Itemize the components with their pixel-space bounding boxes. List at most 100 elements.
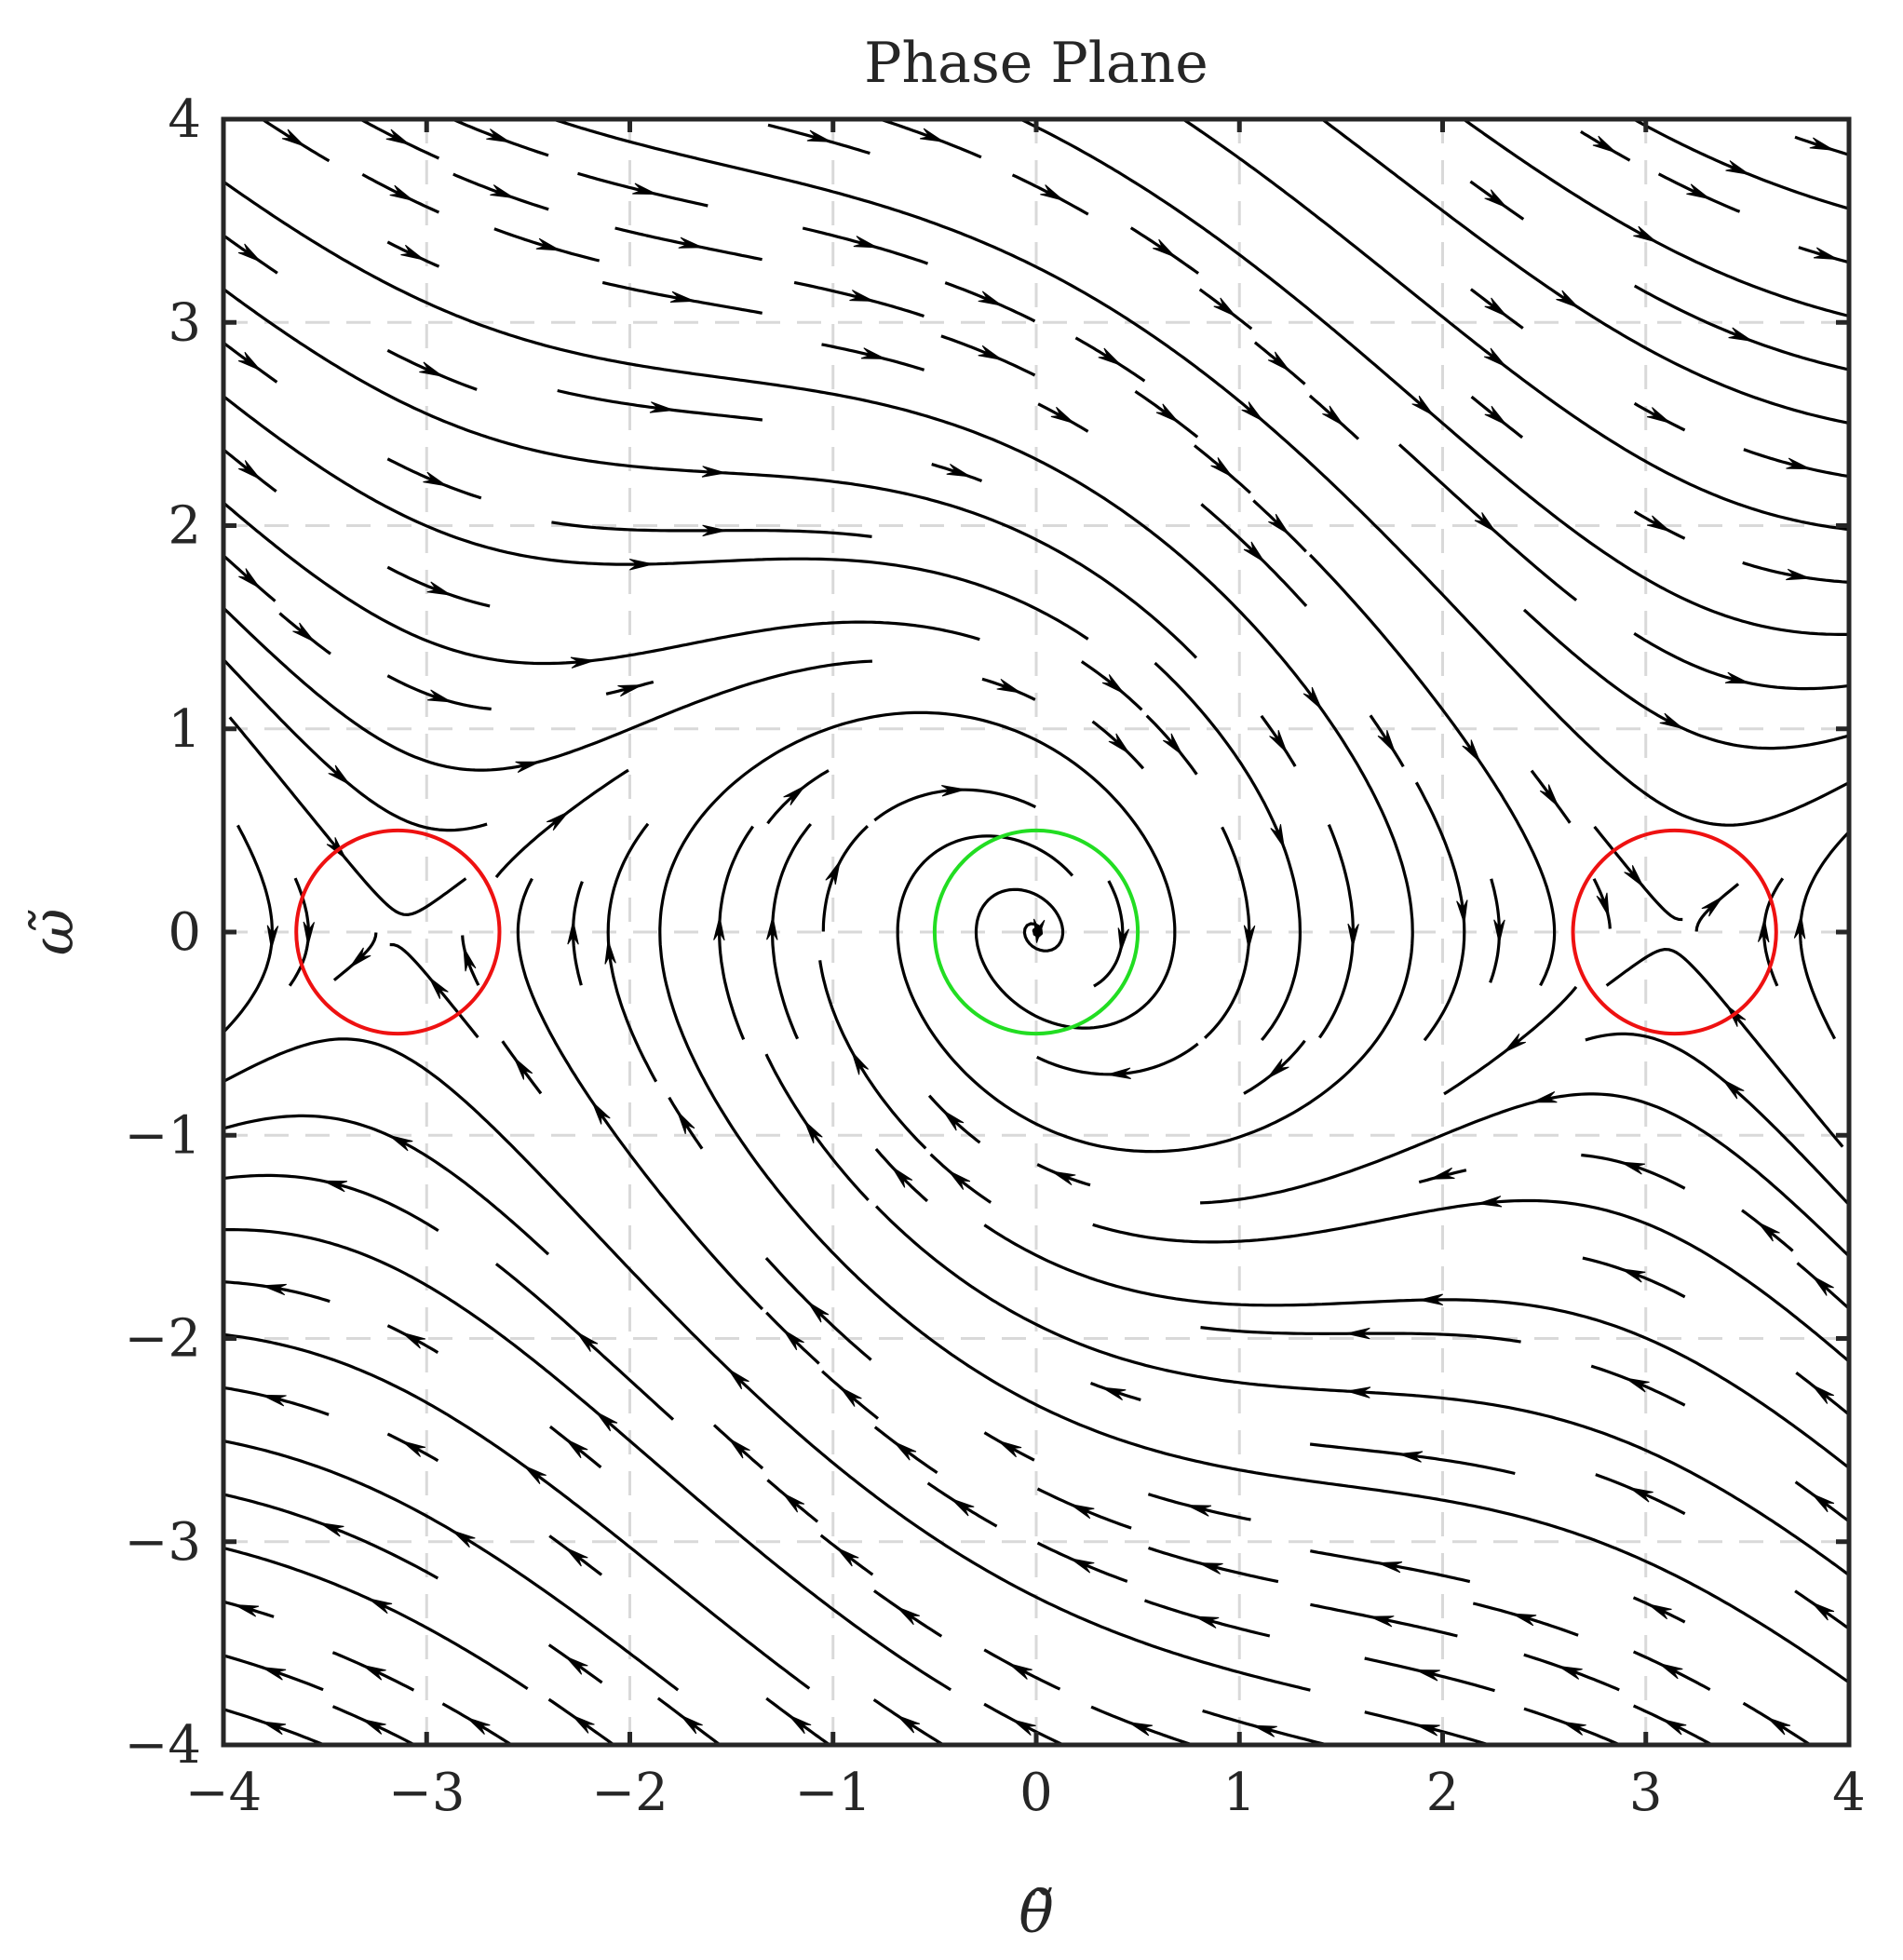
stream-arrow xyxy=(1493,919,1505,944)
stream-arrow xyxy=(262,1283,287,1296)
stream-arrow xyxy=(1378,1561,1403,1574)
stream-arrow xyxy=(1268,513,1289,535)
stream-arrow xyxy=(1162,733,1183,756)
y-axis-label: ω̃ xyxy=(19,909,87,956)
x-tick-labels: −4 −3 −2 −1 0 1 2 3 4 xyxy=(185,1763,1866,1823)
stream-arrow xyxy=(1629,1487,1653,1503)
stream-arrow xyxy=(262,1394,287,1407)
stream-arrow xyxy=(1633,225,1657,243)
stream-arrow xyxy=(1686,183,1710,200)
stream-arrow xyxy=(1646,515,1671,533)
y-tick-label: 0 xyxy=(168,902,201,963)
stream-arrow xyxy=(292,622,316,642)
stream-arrow xyxy=(628,559,654,571)
stream-arrow xyxy=(1241,401,1263,422)
stream-arrow xyxy=(1012,1719,1036,1736)
stream-arrow xyxy=(1625,1377,1650,1393)
stream-arrow xyxy=(1793,914,1806,939)
fixed-point-markers xyxy=(294,828,1778,1036)
stream-arrow xyxy=(1813,247,1838,260)
stream-arrow xyxy=(572,1714,595,1734)
stream-arrow xyxy=(401,1440,426,1457)
x-tick-label: 0 xyxy=(1019,1763,1053,1823)
stream-arrow xyxy=(825,860,841,885)
stream-arrow xyxy=(1128,1722,1153,1737)
stream-arrow xyxy=(1411,395,1434,416)
stream-arrow xyxy=(1725,160,1750,175)
stream-arrow xyxy=(1456,899,1468,925)
stream-arrow xyxy=(1155,403,1179,423)
stream-arrow xyxy=(401,1331,426,1349)
chart-title: Phase Plane xyxy=(864,31,1208,96)
stream-arrow xyxy=(1198,1562,1223,1575)
stream-arrow xyxy=(515,761,540,773)
stream-arrow xyxy=(1107,1067,1131,1079)
stream-arrow xyxy=(840,1386,862,1407)
saddle-point-circle xyxy=(294,828,502,1036)
stream-arrow xyxy=(513,1057,533,1080)
stream-arrow xyxy=(1213,297,1236,318)
stream-arrow xyxy=(1646,407,1671,424)
stream-arrow xyxy=(1269,730,1288,753)
grid xyxy=(223,119,1849,1745)
stream-arrow xyxy=(1051,1170,1076,1186)
stream-arrow xyxy=(1786,568,1811,581)
stream-arrow xyxy=(897,1606,920,1626)
stream-arrow xyxy=(428,977,449,999)
y-tick-label: 3 xyxy=(168,292,201,353)
stream-arrow xyxy=(452,1530,476,1548)
x-tick-label: 4 xyxy=(1832,1763,1866,1823)
stream-arrow xyxy=(951,1498,975,1517)
stream-arrow xyxy=(998,1440,1022,1458)
stream-arrow xyxy=(941,785,965,797)
stream-arrow xyxy=(1724,671,1750,684)
stream-arrow xyxy=(570,656,595,669)
stream-arrow xyxy=(1658,1663,1683,1680)
stream-arrow xyxy=(849,290,874,302)
stream-arrow xyxy=(322,1180,348,1193)
stream-arrow xyxy=(1484,405,1507,426)
stream-arrow xyxy=(897,1714,921,1734)
stream-arrow xyxy=(1322,405,1344,426)
stream-arrow xyxy=(851,1051,869,1075)
stream-arrow xyxy=(1484,189,1507,209)
stream-arrow xyxy=(426,581,452,596)
stream-arrow xyxy=(1621,1268,1646,1283)
stream-arrow xyxy=(836,1547,859,1567)
stream-arrow xyxy=(266,925,279,950)
stream-arrow xyxy=(1346,1386,1371,1399)
stream-arrow xyxy=(591,1102,611,1125)
stream-arrow xyxy=(1726,1005,1747,1027)
stream-arrow xyxy=(894,1441,917,1461)
stream-arrow xyxy=(235,1604,260,1617)
stream-arrow xyxy=(978,345,1003,360)
stream-arrow xyxy=(1194,1615,1220,1629)
stream-arrow xyxy=(727,1368,749,1390)
stream-arrow xyxy=(766,916,778,940)
stream-arrow xyxy=(237,243,262,263)
stream-arrow xyxy=(1108,733,1130,754)
stream-arrow xyxy=(1512,1613,1537,1627)
x-tick-label: −3 xyxy=(388,1763,466,1823)
stream-arrow xyxy=(1592,135,1616,154)
stream-arrow xyxy=(1419,1293,1444,1305)
x-tick-label: 2 xyxy=(1426,1763,1460,1823)
stream-arrow xyxy=(1070,1504,1095,1520)
stream-arrow xyxy=(1153,238,1176,258)
stream-arrow xyxy=(362,1719,386,1735)
stream-arrow xyxy=(388,1135,413,1152)
stream-arrow xyxy=(1561,1721,1586,1736)
stream-arrow xyxy=(1187,1505,1212,1517)
stream-arrow xyxy=(649,401,674,413)
stream-arrow xyxy=(1347,923,1359,948)
stream-arrow xyxy=(604,939,616,965)
stream-arrow xyxy=(368,1598,393,1615)
x-tick-label: 1 xyxy=(1222,1763,1256,1823)
stream-arrow xyxy=(1757,1222,1780,1242)
stream-arrow xyxy=(1504,1033,1527,1053)
x-tick-label: −4 xyxy=(185,1763,263,1823)
stream-arrow xyxy=(389,184,414,201)
stream-arrow xyxy=(567,920,579,945)
stream-arrows xyxy=(235,128,1838,1737)
